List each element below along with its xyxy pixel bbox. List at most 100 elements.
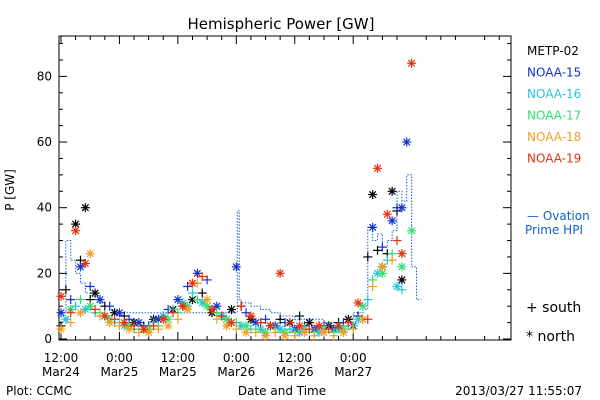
point-noaa-16 <box>397 285 407 295</box>
point-noaa-15 <box>377 242 387 252</box>
point-noaa-18 <box>280 331 290 341</box>
point-noaa-18 <box>299 327 309 337</box>
point-metp-02 <box>304 318 314 328</box>
legend-item-noaa-19: NOAA-19 <box>527 152 581 166</box>
point-noaa-19 <box>119 318 129 328</box>
point-noaa-18 <box>270 327 280 337</box>
point-noaa-18 <box>222 321 232 331</box>
point-metp-02 <box>387 186 397 196</box>
legend-item-noaa-17: NOAA-17 <box>527 109 581 123</box>
point-noaa-15 <box>105 301 115 311</box>
point-metp-02 <box>368 190 378 200</box>
point-noaa-19 <box>353 298 363 308</box>
x-axis: 12:00Mar240:00Mar2512:00Mar250:00Mar2612… <box>42 36 500 379</box>
point-noaa-19 <box>100 311 110 321</box>
point-noaa-19 <box>129 321 139 331</box>
point-noaa-19 <box>373 163 383 173</box>
point-noaa-18 <box>212 314 222 324</box>
point-noaa-17 <box>377 268 387 278</box>
point-noaa-19 <box>178 301 188 311</box>
legend-item-metp-02: METP-02 <box>527 44 579 58</box>
point-noaa-19 <box>80 259 90 268</box>
point-noaa-19 <box>217 311 227 321</box>
point-noaa-19 <box>197 272 207 282</box>
y-tick-label: 0 <box>44 332 52 346</box>
point-metp-02 <box>373 245 383 255</box>
point-noaa-17 <box>75 295 85 305</box>
x-tick-label-time: 12:00 <box>44 351 79 365</box>
footer-timestamp: 2013/03/27 11:55:07 <box>455 384 582 398</box>
point-noaa-19 <box>304 324 314 334</box>
point-noaa-19 <box>90 304 100 314</box>
point-noaa-15 <box>66 295 76 305</box>
point-noaa-19 <box>314 321 324 331</box>
point-noaa-18 <box>202 295 212 305</box>
point-noaa-18 <box>56 324 66 334</box>
point-noaa-18 <box>153 324 163 334</box>
point-metp-02 <box>90 288 100 298</box>
point-noaa-19 <box>236 301 246 311</box>
point-noaa-19 <box>334 321 344 331</box>
point-noaa-19 <box>246 311 256 321</box>
point-noaa-18 <box>387 255 397 265</box>
point-noaa-19 <box>324 324 334 334</box>
x-tick-label-date: Mar26 <box>276 365 314 379</box>
x-tick-label-time: 0:00 <box>223 351 250 365</box>
point-noaa-18 <box>173 314 183 324</box>
point-noaa-15 <box>85 281 95 291</box>
x-tick-label-date: Mar25 <box>159 365 197 379</box>
point-noaa-19 <box>139 324 149 334</box>
point-noaa-15 <box>173 295 183 305</box>
x-tick-label-time: 0:00 <box>340 351 367 365</box>
point-noaa-16 <box>392 281 402 291</box>
legend: METP-02 NOAA-15 NOAA-16 NOAA-17 NOAA-18 NOAA-… <box>527 44 581 166</box>
y-tick-label: 60 <box>37 135 52 149</box>
x-tick-label-time: 12:00 <box>277 351 312 365</box>
point-noaa-18 <box>124 324 134 334</box>
point-noaa-18 <box>134 327 144 337</box>
point-noaa-15 <box>202 275 212 285</box>
ovation-label-2: Prime HPI <box>525 223 583 237</box>
point-noaa-15 <box>192 268 202 278</box>
point-noaa-19 <box>275 268 285 278</box>
point-noaa-15 <box>75 262 85 272</box>
marker-legend-north: * north <box>526 329 575 345</box>
point-noaa-18 <box>105 318 115 328</box>
marker-legend: + south * north <box>526 300 581 345</box>
point-noaa-17 <box>397 262 407 272</box>
point-metp-02 <box>80 203 90 213</box>
point-noaa-18 <box>114 321 124 331</box>
point-noaa-15 <box>114 308 124 318</box>
point-noaa-18 <box>85 249 95 259</box>
point-noaa-18 <box>368 281 378 291</box>
point-noaa-19 <box>285 318 295 328</box>
marker-legend-south: + south <box>526 300 581 316</box>
point-metp-02 <box>295 311 305 321</box>
point-noaa-19 <box>265 321 275 331</box>
point-noaa-15 <box>397 203 407 213</box>
point-noaa-18 <box>251 327 261 337</box>
point-noaa-16 <box>80 304 90 314</box>
point-noaa-19 <box>363 314 373 324</box>
point-noaa-18 <box>231 324 241 334</box>
point-noaa-19 <box>149 321 159 331</box>
point-noaa-19 <box>66 308 76 318</box>
x-axis-label: Date and Time <box>238 384 326 398</box>
point-noaa-18 <box>329 331 339 341</box>
data-points <box>56 58 417 341</box>
footer-left: Plot: CCMC <box>6 384 72 398</box>
point-noaa-18 <box>377 262 387 272</box>
point-noaa-17 <box>85 301 95 311</box>
point-metp-02 <box>197 288 207 298</box>
point-noaa-18 <box>309 331 319 341</box>
point-noaa-17 <box>358 301 368 311</box>
point-noaa-15 <box>134 318 144 328</box>
point-noaa-19 <box>256 318 266 328</box>
chart-title: Hemispheric Power [GW] <box>188 15 375 33</box>
point-noaa-18 <box>241 327 251 337</box>
x-tick-label-date: Mar27 <box>334 365 372 379</box>
point-noaa-19 <box>382 209 392 219</box>
ovation-label: — Ovation <box>527 209 590 223</box>
legend-item-noaa-16: NOAA-16 <box>527 87 581 101</box>
